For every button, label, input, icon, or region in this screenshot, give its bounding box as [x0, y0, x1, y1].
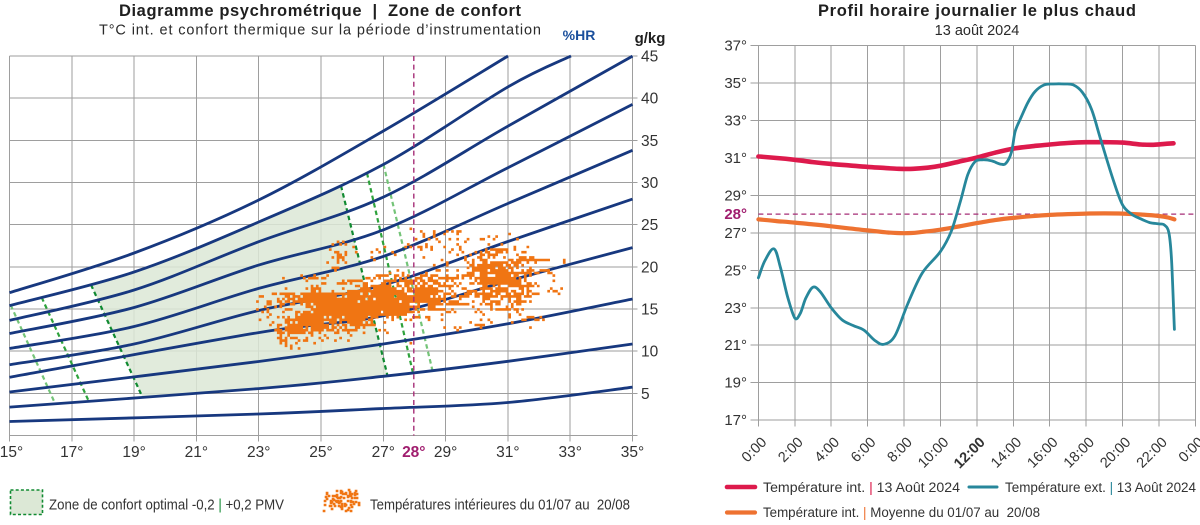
svg-text:25°: 25°: [309, 444, 332, 461]
svg-text:19°: 19°: [724, 375, 747, 392]
svg-text:Température int. | Moyenne du: Température int. | Moyenne du 01/07 au 2…: [763, 505, 1040, 520]
svg-text:33°: 33°: [558, 444, 581, 461]
svg-text:25: 25: [641, 217, 658, 234]
svg-text:15°: 15°: [0, 444, 23, 461]
svg-text:5: 5: [641, 386, 650, 403]
svg-text:27°: 27°: [724, 225, 747, 242]
svg-text:Profil horaire journalier le p: Profil horaire journalier le plus chaud: [818, 2, 1136, 20]
svg-text:17°: 17°: [60, 444, 83, 461]
svg-text:23°: 23°: [724, 300, 747, 317]
svg-text:T°C int. et confort thermique: T°C int. et confort thermique sur la pér…: [99, 23, 541, 39]
svg-text:35°: 35°: [724, 75, 747, 92]
svg-text:31°: 31°: [724, 150, 747, 167]
svg-text:37°: 37°: [724, 38, 747, 55]
svg-text:21°: 21°: [724, 337, 747, 354]
svg-text:Diagramme psychrométrique |: Diagramme psychrométrique | Zone de conf…: [119, 2, 522, 20]
svg-text:25°: 25°: [724, 262, 747, 279]
svg-text:Températures intérieures du 01: Températures intérieures du 01/07 au 20/…: [370, 498, 630, 514]
svg-text:20: 20: [641, 259, 659, 276]
svg-text:10: 10: [641, 344, 659, 361]
svg-text:45: 45: [641, 49, 658, 66]
svg-text:30: 30: [641, 175, 659, 192]
svg-text:Zone de confort optimal -0,2 |: Zone de confort optimal -0,2 | +0,2 PMV: [49, 498, 284, 514]
svg-text:17°: 17°: [724, 412, 747, 429]
svg-text:23°: 23°: [247, 444, 270, 461]
svg-text:21°: 21°: [185, 444, 208, 461]
svg-text:Température ext. | 13 Août 202: Température ext. | 13 Août 2024: [1005, 480, 1196, 496]
svg-text:29°: 29°: [434, 444, 457, 461]
svg-text:15: 15: [641, 302, 658, 319]
svg-text:35: 35: [641, 133, 658, 150]
svg-text:13 août 2024: 13 août 2024: [935, 23, 1020, 39]
svg-text:35°: 35°: [621, 444, 644, 461]
svg-text:Température int. | 13 Août 202: Température int. | 13 Août 2024: [763, 480, 960, 496]
svg-text:29°: 29°: [724, 187, 747, 204]
svg-text:%HR: %HR: [563, 27, 596, 43]
svg-text:33°: 33°: [724, 113, 747, 130]
svg-text:27°: 27°: [372, 444, 395, 461]
svg-text:31°: 31°: [496, 444, 519, 461]
svg-text:40: 40: [641, 91, 659, 108]
svg-text:28°: 28°: [724, 206, 747, 223]
svg-text:g/kg: g/kg: [635, 30, 666, 47]
svg-text:19°: 19°: [122, 444, 145, 461]
svg-text:28°: 28°: [402, 444, 425, 461]
